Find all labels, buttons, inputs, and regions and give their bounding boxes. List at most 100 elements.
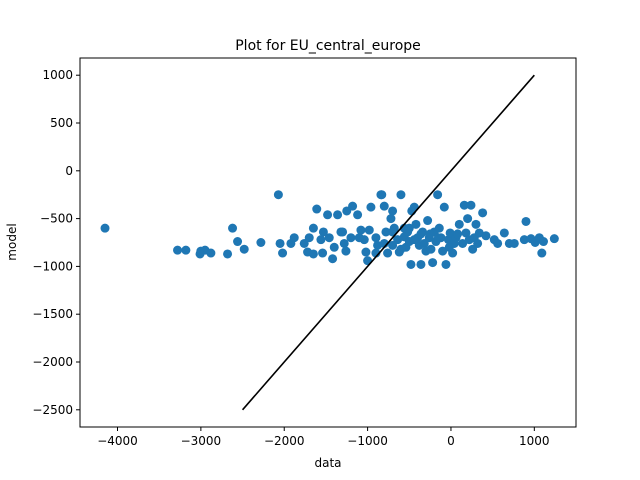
- scatter-point: [366, 202, 376, 212]
- x-tick-label: −2000: [264, 434, 305, 448]
- scatter-point: [441, 259, 451, 269]
- scatter-point: [406, 259, 416, 269]
- scatter-point: [100, 223, 110, 233]
- scatter-point: [521, 216, 531, 226]
- scatter-point: [341, 246, 351, 256]
- scatter-point: [356, 225, 366, 235]
- scatter-point: [386, 214, 396, 224]
- scatter-point: [411, 219, 421, 229]
- scatter-point: [361, 247, 371, 257]
- scatter-point: [434, 223, 444, 233]
- scatter-point: [323, 210, 333, 220]
- scatter-point: [549, 234, 559, 244]
- scatter-point: [328, 254, 338, 264]
- plot-area: [100, 74, 559, 411]
- scatter-point: [338, 227, 348, 237]
- scatter-point: [256, 238, 266, 247]
- scatter-point: [346, 233, 356, 243]
- scatter-point: [453, 229, 463, 239]
- scatter-point: [339, 238, 349, 248]
- scatter-point: [471, 219, 481, 229]
- scatter-point: [538, 237, 548, 247]
- scatter-point: [381, 227, 391, 237]
- scatter-point: [275, 238, 285, 248]
- scatter-point: [318, 248, 328, 258]
- scatter-point: [478, 208, 488, 218]
- scatter-point: [444, 242, 454, 252]
- scatter-point: [329, 242, 339, 252]
- scatter-point: [409, 235, 419, 245]
- scatter-point: [509, 238, 519, 248]
- scatter-point: [438, 246, 448, 256]
- scatter-point: [206, 248, 216, 258]
- scatter-point: [416, 259, 426, 269]
- scatter-point: [499, 228, 509, 238]
- x-tick-label: 0: [447, 434, 455, 448]
- scatter-point: [173, 245, 183, 255]
- scatter-point: [239, 244, 249, 254]
- scatter-point: [454, 219, 464, 229]
- y-tick-label: −500: [40, 212, 73, 226]
- scatter-point: [433, 190, 443, 200]
- scatter-point: [233, 237, 243, 247]
- axes-frame: [79, 57, 577, 428]
- x-tick-label: −1000: [347, 434, 388, 448]
- scatter-point: [426, 244, 436, 254]
- scatter-point: [379, 201, 389, 211]
- scatter-point: [348, 201, 358, 211]
- scatter-point: [316, 235, 326, 245]
- scatter-point: [364, 225, 374, 235]
- y-axis: −2500 −2000 −1500 −1000 −500 0 500 1000: [32, 68, 80, 417]
- x-axis-label: data: [314, 456, 341, 470]
- scatter-point: [493, 238, 503, 248]
- scatter-point: [318, 227, 328, 237]
- reference-line: [241, 74, 535, 411]
- y-tick-label: 0: [65, 164, 73, 178]
- chart-title: Plot for EU_central_europe: [235, 38, 421, 54]
- scatter-point: [308, 223, 318, 233]
- scatter-point: [312, 204, 322, 214]
- scatter-point: [458, 238, 468, 248]
- scatter-point: [461, 228, 471, 238]
- scatter-point: [289, 233, 299, 243]
- scatter-point: [273, 190, 283, 200]
- scatter-point: [353, 210, 363, 220]
- x-tick-label: −3000: [181, 434, 222, 448]
- y-tick-label: 500: [50, 116, 73, 130]
- y-tick-label: −2000: [32, 355, 73, 369]
- scatter-point: [416, 229, 426, 239]
- scatter-point: [404, 223, 414, 233]
- x-tick-label: −4000: [97, 434, 138, 448]
- scatter-point: [324, 233, 334, 243]
- scatter-point: [481, 231, 491, 241]
- scatter-point: [333, 210, 343, 220]
- scatter-point: [308, 249, 318, 259]
- y-tick-label: −2500: [32, 403, 73, 417]
- scatter-point: [439, 202, 449, 212]
- scatter-point: [383, 248, 393, 258]
- scatter-point: [388, 206, 398, 216]
- scatter-point: [433, 233, 443, 243]
- scatter-point: [537, 248, 547, 258]
- scatter-point: [459, 200, 469, 210]
- scatter-point: [519, 235, 529, 245]
- scatter-point: [463, 214, 473, 224]
- scatter-point: [195, 249, 205, 259]
- scatter-point: [425, 229, 435, 239]
- scatter-point: [371, 233, 381, 243]
- y-tick-label: −1000: [32, 259, 73, 273]
- scatter-point: [473, 238, 483, 248]
- x-axis: −4000 −3000 −2000 −1000 0 1000: [97, 427, 550, 448]
- scatter-point: [304, 233, 314, 243]
- scatter-point: [223, 249, 233, 259]
- scatter-point: [228, 223, 238, 233]
- scatter-point: [278, 248, 288, 258]
- scatter-point: [354, 233, 364, 243]
- x-tick-label: 1000: [519, 434, 550, 448]
- scatter-point: [396, 190, 406, 200]
- y-tick-label: 1000: [42, 68, 73, 82]
- y-tick-label: −1500: [32, 307, 73, 321]
- scatter-point: [428, 258, 438, 268]
- scatter-point: [181, 245, 191, 255]
